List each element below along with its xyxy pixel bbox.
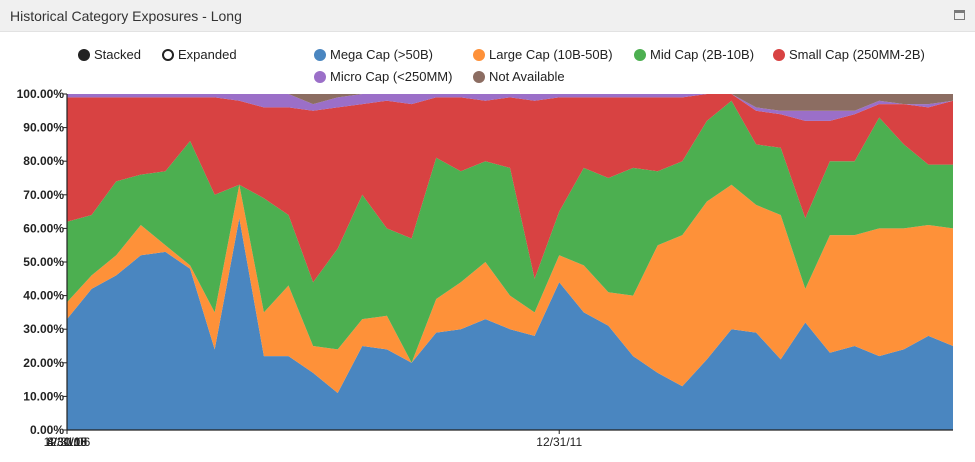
x-tick-label: 8/31/08 <box>47 435 87 449</box>
y-tick-label: 30.00% <box>23 322 64 336</box>
legend-item-micro-cap[interactable]: Micro Cap (<250MM) <box>314 69 452 84</box>
area-large-cap-10b-50b[interactable] <box>67 184 953 393</box>
y-tick-label: 80.00% <box>23 154 64 168</box>
legend-label-mid-cap: Mid Cap (2B-10B) <box>650 47 755 62</box>
stacked-radio[interactable]: Stacked <box>78 47 141 62</box>
area-not-available[interactable] <box>67 94 953 111</box>
maximize-icon[interactable] <box>954 10 965 20</box>
legend-item-large-cap[interactable]: Large Cap (10B-50B) <box>473 47 613 62</box>
y-tick-label: 60.00% <box>23 221 64 235</box>
area-mega-cap-50b[interactable] <box>67 218 953 430</box>
x-tick-label: 4/30/15 <box>47 435 87 449</box>
legend-item-mega-cap[interactable]: Mega Cap (>50B) <box>314 47 433 62</box>
y-tick-label: 70.00% <box>23 188 64 202</box>
y-tick-label: 100.00% <box>17 87 65 101</box>
radio-filled-icon <box>78 48 90 61</box>
legend-label-large-cap: Large Cap (10B-50B) <box>489 47 613 62</box>
legend-item-mid-cap[interactable]: Mid Cap (2B-10B) <box>634 47 754 62</box>
area-micro-cap-250mm[interactable] <box>67 94 953 121</box>
legend-swatch-micro-cap <box>314 70 326 83</box>
legend-swatch-large-cap <box>473 48 485 61</box>
x-tick-label: 4/30/10 <box>47 435 87 449</box>
legend-swatch-small-cap <box>773 48 785 61</box>
legend-label-small-cap: Small Cap (250MM-2B) <box>789 47 925 62</box>
x-tick-label: 8/31/13 <box>47 435 87 449</box>
y-tick-label: 90.00% <box>23 121 64 135</box>
legend-label-mega-cap: Mega Cap (>50B) <box>330 47 433 62</box>
legend-item-not-available[interactable]: Not Available <box>473 69 565 84</box>
legend-swatch-mega-cap <box>314 48 326 61</box>
area-mid-cap-2b-10b[interactable] <box>67 100 953 363</box>
panel-title: Historical Category Exposures - Long <box>10 8 242 24</box>
x-tick-label: 12/31/06 <box>44 435 91 449</box>
legend-swatch-mid-cap <box>634 48 646 61</box>
stacked-label: Stacked <box>94 47 141 62</box>
legend-item-small-cap[interactable]: Small Cap (250MM-2B) <box>773 47 925 62</box>
expanded-radio[interactable]: Expanded <box>162 47 237 62</box>
expanded-label: Expanded <box>178 47 237 62</box>
y-tick-label: 40.00% <box>23 289 64 303</box>
area-small-cap-250mm-2b[interactable] <box>67 94 953 283</box>
radio-hollow-icon <box>162 48 174 61</box>
legend-label-not-available: Not Available <box>489 69 565 84</box>
y-tick-label: 10.00% <box>23 389 64 403</box>
x-tick-label: 12/31/11 <box>536 435 582 449</box>
y-tick-label: 20.00% <box>23 356 64 370</box>
panel-header: Historical Category Exposures - Long <box>0 0 975 32</box>
legend-swatch-not-available <box>473 70 485 83</box>
y-tick-label: 50.00% <box>23 255 64 269</box>
y-tick-label: 0.00% <box>30 423 64 437</box>
legend-label-micro-cap: Micro Cap (<250MM) <box>330 69 453 84</box>
